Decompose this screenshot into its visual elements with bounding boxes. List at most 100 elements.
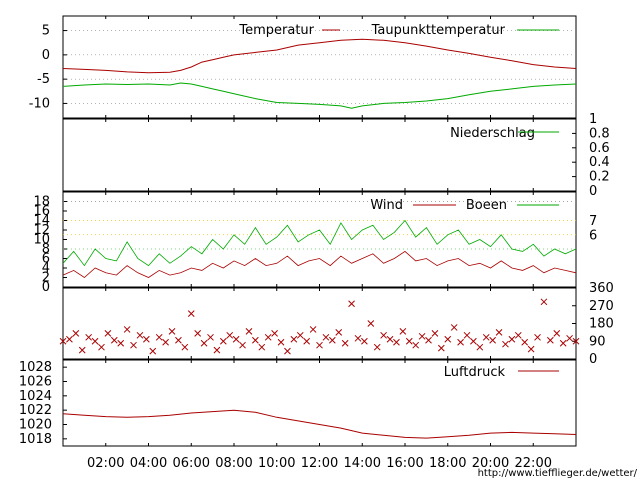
direction-point <box>399 328 407 335</box>
direction-point <box>361 337 368 345</box>
direction-point <box>322 333 330 341</box>
direction-y2-tick-label: 270 <box>589 299 614 314</box>
direction-point <box>335 329 343 336</box>
direction-point <box>418 332 426 340</box>
direction-point <box>226 331 234 339</box>
direction-point <box>482 333 490 341</box>
direction-point <box>521 338 529 346</box>
direction-point <box>239 341 246 349</box>
direction-point <box>258 343 266 351</box>
direction-point <box>553 330 561 337</box>
direction-point <box>508 335 516 343</box>
x-tick-label: 04:00 <box>130 456 167 471</box>
gusts-line <box>62 219 577 267</box>
direction-point <box>489 336 496 344</box>
legend-precipitation-label: Niederschlag <box>450 126 535 141</box>
direction-point <box>476 343 484 351</box>
direction-point <box>393 338 400 346</box>
footer-url: http://www.tiefflieger.de/wetter/ <box>478 468 638 479</box>
panel-frame-wind_direction <box>62 287 577 360</box>
x-tick-label: 02:00 <box>87 456 124 471</box>
wind-line <box>62 250 577 279</box>
direction-point <box>207 333 214 341</box>
direction-point <box>559 339 567 347</box>
x-tick-label: 12:00 <box>301 456 338 471</box>
direction-y2-tick-label: 0 <box>589 352 597 367</box>
direction-point <box>495 329 503 336</box>
direction-point <box>91 337 99 345</box>
legend-gusts-label: Boeen <box>466 198 507 213</box>
direction-point <box>540 298 548 306</box>
direction-point <box>470 337 477 345</box>
direction-point <box>162 338 169 346</box>
direction-point <box>412 341 420 349</box>
direction-point <box>155 333 163 341</box>
direction-point <box>219 337 227 345</box>
direction-point <box>245 328 253 335</box>
direction-point <box>123 326 131 333</box>
direction-point <box>566 334 573 342</box>
direction-point <box>405 337 413 345</box>
direction-point <box>78 346 86 354</box>
direction-y2-tick-label: 90 <box>589 334 606 349</box>
direction-point <box>546 336 554 344</box>
direction-point <box>110 336 118 344</box>
wind-y-tick-label: 6 <box>42 252 50 267</box>
direction-point <box>296 331 304 339</box>
precipitation-y2-tick-label: 0.2 <box>589 170 610 185</box>
temperature-y-tick-label: -10 <box>29 96 50 111</box>
wind-y-tick-label: 10 <box>33 233 50 248</box>
x-tick-label: 16:00 <box>386 456 423 471</box>
temperature-y-tick-label: -5 <box>37 72 50 87</box>
direction-point <box>149 347 157 355</box>
legend-dewpoint-label: Taupunkttemperatur <box>371 23 506 38</box>
pressure-y-tick-label: 1024 <box>19 389 52 404</box>
direction-point <box>450 324 458 331</box>
x-tick-label: 22:00 <box>515 456 552 471</box>
direction-point <box>316 341 323 349</box>
direction-point <box>85 333 93 341</box>
wind-y-tick-label: 2 <box>42 271 50 286</box>
wind-y-tick-label: 12 <box>33 223 50 238</box>
direction-point <box>264 333 272 341</box>
wind-y-tick-label: 8 <box>42 242 50 257</box>
pressure-y-tick-label: 1026 <box>19 375 52 390</box>
precipitation-y2-tick-label: 0.6 <box>589 141 610 156</box>
precipitation-y2-tick-label: 0.8 <box>589 126 610 141</box>
direction-point <box>98 343 105 351</box>
direction-point <box>354 334 362 342</box>
direction-point <box>59 337 67 345</box>
direction-point <box>437 344 445 352</box>
wind-y-tick-label: 16 <box>33 204 50 219</box>
direction-point <box>168 328 176 335</box>
direction-point <box>303 337 311 345</box>
direction-point <box>534 333 541 341</box>
wind-y2-tick-label: 6 <box>589 229 597 244</box>
precipitation-y2-tick-label: 1 <box>589 112 597 127</box>
direction-point <box>200 339 208 347</box>
direction-point <box>232 335 240 343</box>
x-tick-label: 08:00 <box>215 456 252 471</box>
direction-point <box>380 331 387 339</box>
wind-y2-tick-label: 7 <box>589 214 597 229</box>
direction-point <box>341 339 349 347</box>
direction-y2-tick-label: 360 <box>589 281 614 296</box>
precipitation-y2-tick-label: 0 <box>589 184 597 199</box>
direction-point <box>527 345 535 353</box>
direction-point <box>175 336 182 344</box>
direction-point <box>181 343 189 351</box>
x-tick-label: 10:00 <box>258 456 295 471</box>
direction-point <box>104 330 112 337</box>
wind-y-tick-label: 18 <box>33 195 50 210</box>
x-tick-label: 20:00 <box>472 456 509 471</box>
pressure-y-tick-label: 1018 <box>19 432 52 447</box>
precipitation-y2-tick-label: 0.4 <box>589 155 610 170</box>
x-tick-label: 06:00 <box>173 456 210 471</box>
direction-point <box>309 326 317 333</box>
temperature-line <box>62 38 577 74</box>
direction-point <box>514 331 522 339</box>
pressure-y-tick-label: 1020 <box>19 418 52 433</box>
legend-temperature-label: Temperatur <box>238 23 314 38</box>
direction-point <box>284 347 291 355</box>
